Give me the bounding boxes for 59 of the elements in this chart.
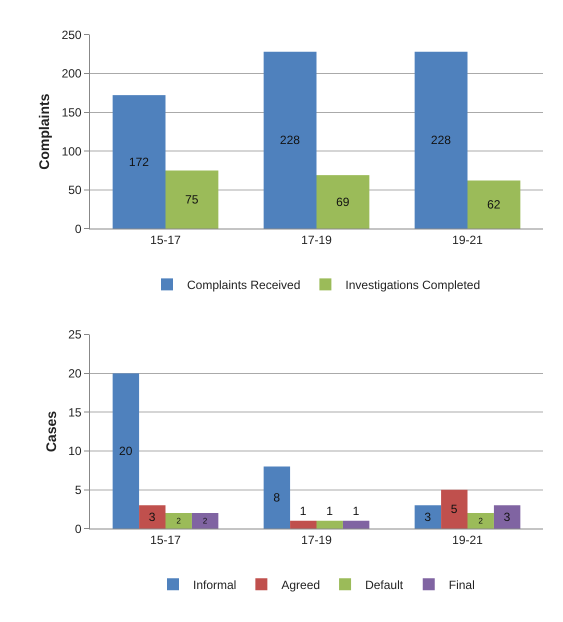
bar: [316, 175, 370, 229]
data-label: 1: [300, 504, 307, 518]
bar: [112, 373, 140, 529]
data-label: 20: [119, 444, 133, 458]
bar: [468, 180, 520, 229]
bar: [166, 170, 218, 229]
y-tick-label: 15: [68, 405, 82, 420]
y-axis-title: Complaints: [36, 93, 52, 170]
data-label: 172: [128, 154, 150, 169]
x-tick-label: 19-21: [452, 532, 484, 547]
x-tick-label: 17-19: [301, 233, 332, 248]
legend-label: Investigations Completed: [345, 278, 480, 292]
bar: [166, 513, 192, 529]
y-tick-label: 150: [62, 105, 82, 120]
y-tick-label: 20: [68, 366, 82, 381]
bar: [316, 520, 343, 529]
y-tick-label: 10: [68, 444, 82, 458]
bar: [414, 52, 468, 229]
data-label: 62: [487, 198, 501, 212]
data-label: 75: [185, 192, 199, 207]
y-tick-label: 100: [62, 144, 82, 158]
bar: [290, 520, 316, 529]
y-tick-label: 250: [62, 28, 82, 42]
bar: [342, 520, 370, 529]
bar: [139, 505, 166, 529]
legend-label: Complaints Received: [187, 278, 300, 292]
data-label: 8: [273, 490, 280, 505]
bar: [441, 490, 468, 529]
y-tick-label: 0: [74, 522, 82, 536]
y-tick-label: 0: [74, 222, 82, 236]
data-label: 3: [424, 510, 432, 524]
x-tick-label: 17-19: [301, 532, 332, 547]
x-tick-label: 15-17: [150, 532, 182, 547]
bar: [192, 513, 218, 529]
bar: [468, 513, 494, 529]
legend-label: Informal: [193, 578, 236, 592]
legend-label: Default: [365, 578, 404, 592]
data-label: 5: [450, 502, 458, 516]
x-tick-label: 15-17: [150, 233, 182, 248]
data-label: 1: [326, 504, 334, 518]
y-tick-label: 200: [62, 66, 82, 81]
bar: [264, 52, 316, 229]
data-label: 3: [504, 510, 511, 524]
data-label: 228: [280, 133, 300, 148]
bar: [264, 466, 290, 529]
data-label: 228: [430, 133, 452, 148]
data-label: 3: [148, 510, 156, 524]
y-tick-label: 50: [68, 183, 82, 198]
bar: [494, 505, 520, 529]
legend-label: Agreed: [281, 578, 320, 592]
y-axis-title: Cases: [42, 410, 59, 452]
bar: [112, 95, 166, 229]
data-label: 1: [352, 504, 360, 518]
x-tick-label: 19-21: [452, 233, 484, 248]
data-label: 69: [336, 194, 350, 209]
bar: [414, 505, 442, 529]
legend-label: Final: [448, 578, 475, 592]
y-tick-label: 5: [74, 482, 82, 497]
y-tick-label: 25: [68, 328, 82, 342]
